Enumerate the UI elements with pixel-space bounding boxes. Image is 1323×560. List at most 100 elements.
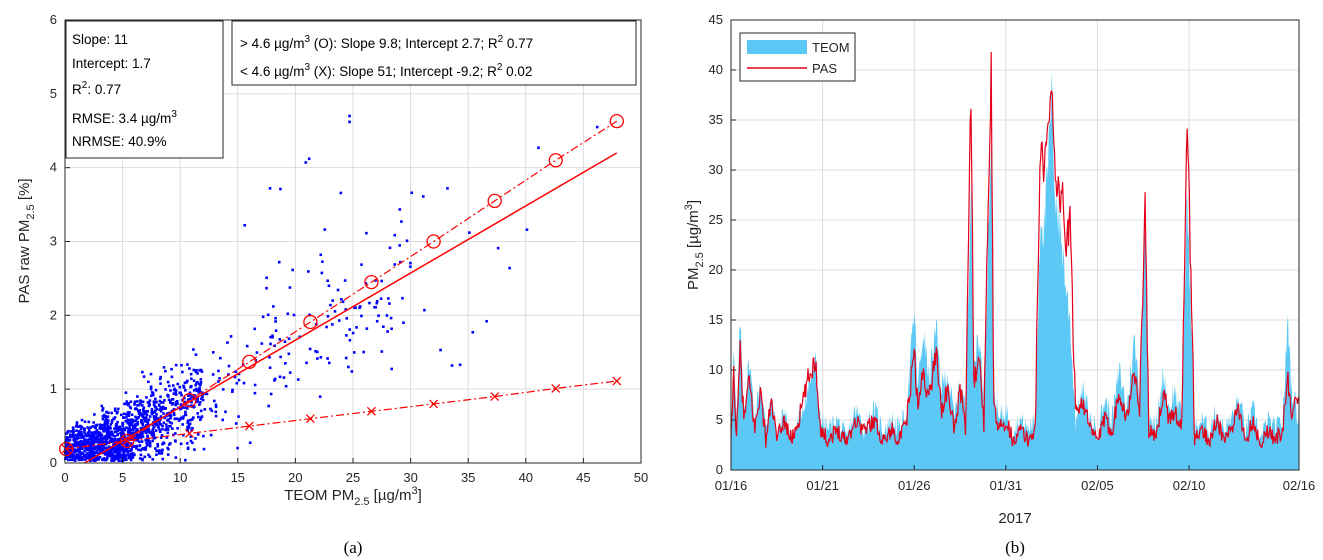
scatter-point: [139, 433, 143, 437]
scatter-point: [156, 444, 160, 448]
scatter-point: [205, 392, 209, 396]
scatter-point: [75, 421, 79, 424]
scatter-point: [69, 433, 72, 437]
scatter-point: [79, 427, 83, 431]
scatter-point: [147, 404, 151, 408]
scatter-point: [106, 435, 109, 438]
scatter-point: [166, 446, 169, 450]
scatter-point: [95, 449, 99, 453]
scatter-tick-label-y: 6: [50, 12, 57, 27]
scatter-point: [112, 417, 116, 421]
scatter-point: [133, 400, 137, 404]
scatter-point: [199, 418, 202, 422]
scatter-point: [139, 453, 143, 457]
scatter-point: [80, 433, 84, 437]
scatter-point: [100, 423, 104, 427]
timeseries-series: [730, 51, 1300, 471]
scatter-point: [76, 457, 80, 460]
low-fit-marker: [490, 392, 500, 402]
scatter-point: [109, 436, 112, 440]
scatter-point: [186, 429, 190, 433]
scatter-point: [146, 423, 150, 427]
scatter-point: [149, 387, 153, 391]
scatter-point: [170, 375, 174, 379]
stats-nrmse: NRMSE: 40.9%: [72, 134, 167, 149]
scatter-point: [108, 445, 111, 449]
scatter-point: [98, 445, 102, 449]
scatter-point: [161, 457, 165, 461]
scatter-point: [398, 244, 401, 247]
scatter-point: [181, 370, 184, 374]
scatter-point: [95, 440, 98, 444]
scatter-point: [101, 415, 105, 418]
scatter-point: [194, 383, 198, 387]
scatter-point: [224, 410, 227, 414]
scatter-point: [190, 418, 194, 421]
scatter-point: [200, 370, 204, 373]
scatter-point: [145, 423, 148, 427]
scatter-point: [150, 408, 154, 411]
scatter-point: [110, 419, 114, 422]
scatter-point: [139, 431, 143, 435]
scatter-point: [196, 433, 200, 436]
high-fit-line: [66, 120, 618, 450]
scatter-point: [381, 325, 385, 329]
scatter-point: [119, 442, 122, 445]
scatter-point: [133, 426, 137, 430]
scatter-point: [129, 400, 133, 404]
scatter-point: [120, 430, 124, 434]
scatter-point: [73, 436, 76, 440]
scatter-point: [266, 313, 270, 317]
scatter-point: [304, 161, 308, 164]
scatter-point: [116, 454, 120, 458]
scatter-point: [103, 428, 106, 431]
scatter-point: [169, 414, 173, 418]
scatter-point: [98, 455, 102, 459]
scatter-point: [168, 414, 171, 417]
scatter-point: [131, 426, 135, 429]
scatter-point: [268, 356, 271, 359]
scatter-point: [152, 411, 155, 415]
scatter-point: [374, 305, 377, 309]
scatter-point: [190, 395, 193, 399]
scatter-point: [72, 429, 75, 433]
scatter-point: [187, 424, 191, 427]
scatter-point: [355, 326, 358, 329]
scatter-point: [142, 447, 145, 451]
scatter-point: [331, 299, 335, 302]
scatter-tick-label-y: 0: [50, 455, 57, 470]
scatter-point: [387, 297, 390, 300]
scatter-point: [163, 399, 166, 402]
scatter-point: [386, 330, 389, 333]
scatter-point: [360, 263, 363, 266]
scatter-point: [135, 433, 139, 437]
scatter-point: [65, 450, 69, 454]
scatter-point: [145, 420, 149, 423]
scatter-point: [190, 400, 193, 404]
scatter-point: [162, 366, 166, 369]
scatter-point: [122, 448, 126, 451]
scatter-point: [144, 429, 147, 433]
scatter-point: [167, 384, 171, 388]
scatter-point: [99, 436, 103, 440]
scatter-point: [144, 438, 147, 442]
scatter-point: [165, 428, 168, 431]
scatter-point: [166, 394, 170, 398]
scatter-point: [67, 444, 71, 447]
scatter-point: [374, 279, 377, 282]
scatter-point: [80, 443, 84, 446]
scatter-point: [113, 451, 116, 454]
scatter-point: [76, 433, 80, 436]
scatter-point: [144, 446, 148, 449]
scatter-point: [122, 453, 126, 456]
scatter-point: [66, 453, 69, 456]
scatter-point: [388, 302, 391, 305]
scatter-point: [86, 426, 89, 429]
stats-box: Slope: 11 Intercept: 1.7 R2: 0.77 RMSE: …: [65, 20, 224, 159]
scatter-point: [158, 422, 162, 426]
scatter-point: [134, 422, 138, 426]
scatter-point: [127, 453, 131, 457]
scatter-point: [105, 458, 108, 461]
scatter-point: [273, 379, 276, 382]
